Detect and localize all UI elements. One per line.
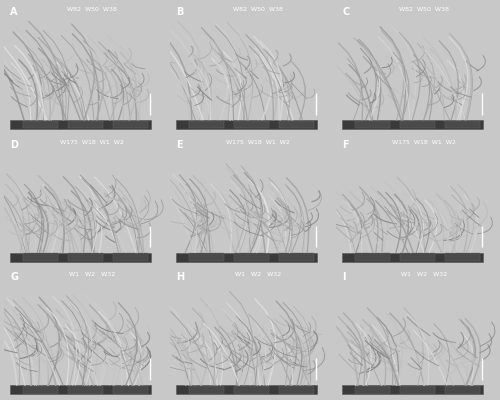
Bar bbox=[400, 120, 435, 128]
Text: C: C bbox=[342, 7, 349, 17]
Bar bbox=[10, 120, 152, 129]
Bar bbox=[68, 120, 104, 128]
Text: D: D bbox=[10, 140, 18, 150]
Text: W1   W2   W32: W1 W2 W32 bbox=[401, 272, 447, 278]
Text: W175  W18  W1  W2: W175 W18 W1 W2 bbox=[226, 140, 290, 145]
Bar bbox=[355, 386, 390, 394]
Text: G: G bbox=[10, 272, 18, 282]
Bar bbox=[355, 120, 390, 128]
Bar bbox=[400, 386, 435, 394]
Text: I: I bbox=[342, 272, 345, 282]
Text: W1   W2   W32: W1 W2 W32 bbox=[235, 272, 281, 278]
Bar bbox=[68, 386, 104, 394]
Bar bbox=[234, 120, 269, 128]
Bar bbox=[23, 120, 59, 128]
Bar bbox=[10, 252, 152, 262]
Bar bbox=[176, 252, 318, 262]
Bar bbox=[23, 386, 59, 394]
Bar bbox=[444, 386, 480, 394]
Bar bbox=[279, 253, 314, 261]
Bar bbox=[444, 253, 480, 261]
Bar bbox=[444, 120, 480, 128]
Bar bbox=[234, 253, 269, 261]
Bar bbox=[23, 253, 59, 261]
Text: H: H bbox=[176, 272, 184, 282]
Bar bbox=[279, 120, 314, 128]
Bar bbox=[342, 252, 483, 262]
Bar bbox=[189, 253, 224, 261]
Text: W82  W50  W38: W82 W50 W38 bbox=[233, 7, 283, 12]
Text: W82  W50  W38: W82 W50 W38 bbox=[399, 7, 449, 12]
Text: A: A bbox=[10, 7, 18, 17]
Bar bbox=[10, 385, 152, 394]
Bar bbox=[342, 385, 483, 394]
Bar bbox=[189, 386, 224, 394]
Bar bbox=[176, 120, 318, 129]
Bar bbox=[189, 120, 224, 128]
Text: W1   W2   W32: W1 W2 W32 bbox=[69, 272, 116, 278]
Bar bbox=[113, 253, 148, 261]
Bar bbox=[400, 253, 435, 261]
Bar bbox=[234, 386, 269, 394]
Text: W175  W18  W1  W2: W175 W18 W1 W2 bbox=[60, 140, 124, 145]
Text: W175  W18  W1  W2: W175 W18 W1 W2 bbox=[392, 140, 456, 145]
Text: W82  W50  W38: W82 W50 W38 bbox=[67, 7, 117, 12]
Bar bbox=[279, 386, 314, 394]
Bar bbox=[113, 386, 148, 394]
Bar bbox=[113, 120, 148, 128]
Bar bbox=[355, 253, 390, 261]
Bar bbox=[176, 385, 318, 394]
Bar bbox=[68, 253, 104, 261]
Text: E: E bbox=[176, 140, 183, 150]
Bar bbox=[342, 120, 483, 129]
Text: F: F bbox=[342, 140, 349, 150]
Text: B: B bbox=[176, 7, 184, 17]
